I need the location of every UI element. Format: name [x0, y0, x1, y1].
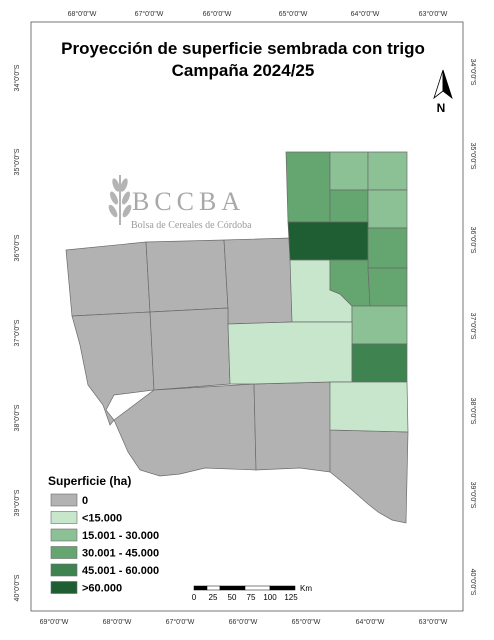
department-region: [223, 237, 293, 325]
department-region: [285, 151, 331, 223]
legend-swatch: [50, 563, 78, 577]
department-region: [287, 221, 369, 261]
department-region: [149, 307, 231, 391]
legend-label: >60.000: [82, 583, 122, 595]
tick-left-5: 39°0'0"S: [13, 489, 21, 516]
legend-items: 0 <15.000 15.001 - 30.000 30.001 - 45.000 45…: [50, 493, 159, 595]
legend-swatch: [50, 581, 78, 594]
tick-left-1: 35°0'0"S: [13, 148, 21, 175]
map-title-line2: Campaña 2024/25: [172, 61, 315, 80]
department-region: [227, 321, 353, 385]
tick-right-6: 40°0'0"S: [469, 569, 477, 596]
tick-top-1: 67°0'0"W: [135, 10, 164, 18]
department-region: [253, 381, 333, 473]
tick-right-3: 37°0'0"S: [469, 313, 477, 340]
tick-right-0: 34°0'0"S: [469, 59, 477, 86]
legend-swatch: [50, 493, 78, 507]
department-region: [367, 267, 408, 307]
tick-bottom-0: 69°0'0"W: [40, 618, 69, 626]
tick-left-2: 36°0'0"S: [13, 234, 21, 261]
tick-bottom-6: 63°0'0"W: [419, 618, 448, 626]
department-region: [351, 305, 408, 345]
legend: Superficie (ha) 0 <15.000 15.001 - 30.000 3…: [48, 474, 159, 595]
graticule-bottom: 69°0'0"W 68°0'0"W 67°0'0"W 66°0'0"W 65°0…: [40, 618, 448, 626]
scale-label-2: 50: [228, 593, 237, 602]
scale-bar: Km 0 25 50 75 100 125: [192, 584, 313, 602]
tick-right-5: 39°0'0"S: [469, 482, 477, 509]
legend-label: 30.001 - 45.000: [82, 548, 159, 560]
tick-left-6: 40°0'0"S: [13, 574, 21, 601]
department-region: [329, 189, 369, 223]
wheat-icon: [108, 175, 132, 225]
tick-bottom-2: 67°0'0"W: [166, 618, 195, 626]
tick-left-0: 34°0'0"S: [13, 64, 21, 91]
tick-bottom-1: 68°0'0"W: [103, 618, 132, 626]
legend-label: 0: [82, 495, 88, 507]
legend-title: Superficie (ha): [48, 474, 131, 488]
scale-unit: Km: [300, 584, 312, 593]
tick-top-5: 63°0'0"W: [419, 10, 448, 18]
tick-left-4: 38°0'0"S: [13, 404, 21, 431]
tick-left-3: 37°0'0"S: [13, 319, 21, 346]
department-region: [367, 151, 408, 191]
legend-swatch: [50, 546, 78, 559]
tick-top-4: 64°0'0"W: [351, 10, 380, 18]
logo-name: BCCBA: [132, 187, 245, 216]
graticule-left: 34°0'0"S 35°0'0"S 36°0'0"S 37°0'0"S 38°0…: [13, 64, 21, 601]
north-arrow: N: [433, 69, 453, 115]
map-title-line1: Proyección de superficie sembrada con tr…: [61, 39, 425, 58]
tick-bottom-4: 65°0'0"W: [292, 618, 321, 626]
north-label: N: [437, 101, 446, 115]
department-region: [329, 151, 369, 191]
tick-right-1: 35°0'0"S: [469, 143, 477, 170]
department-region: [145, 239, 229, 313]
regions: [65, 151, 409, 524]
tick-bottom-3: 66°0'0"W: [229, 618, 258, 626]
department-region: [329, 429, 409, 524]
department-region: [329, 381, 409, 433]
legend-swatch: [50, 511, 78, 524]
scale-label-5: 125: [284, 593, 298, 602]
tick-top-2: 66°0'0"W: [203, 10, 232, 18]
legend-label: 45.001 - 60.000: [82, 565, 159, 577]
department-region: [113, 383, 257, 477]
graticule-top: 68°0'0"W 67°0'0"W 66°0'0"W 65°0'0"W 64°0…: [68, 10, 448, 18]
department-region: [65, 241, 151, 317]
tick-top-0: 68°0'0"W: [68, 10, 97, 18]
tick-bottom-5: 64°0'0"W: [356, 618, 385, 626]
bccba-logo: BCCBA Bolsa de Cereales de Córdoba: [108, 175, 252, 231]
graticule-right: 34°0'0"S 35°0'0"S 36°0'0"S 37°0'0"S 38°0…: [469, 59, 477, 596]
legend-label: <15.000: [82, 513, 122, 525]
legend-label: 15.001 - 30.000: [82, 530, 159, 542]
tick-top-3: 65°0'0"W: [279, 10, 308, 18]
scale-label-1: 25: [209, 593, 218, 602]
tick-right-4: 38°0'0"S: [469, 398, 477, 425]
legend-swatch: [50, 528, 78, 542]
scale-label-0: 0: [192, 593, 197, 602]
north-arrow-right-icon: [442, 69, 453, 100]
department-region: [367, 227, 408, 269]
department-region: [367, 189, 408, 229]
scale-label-4: 100: [263, 593, 277, 602]
scale-label-3: 75: [247, 593, 256, 602]
logo-subtitle: Bolsa de Cereales de Córdoba: [131, 220, 252, 231]
department-region: [351, 343, 408, 383]
tick-right-2: 36°0'0"S: [469, 227, 477, 254]
